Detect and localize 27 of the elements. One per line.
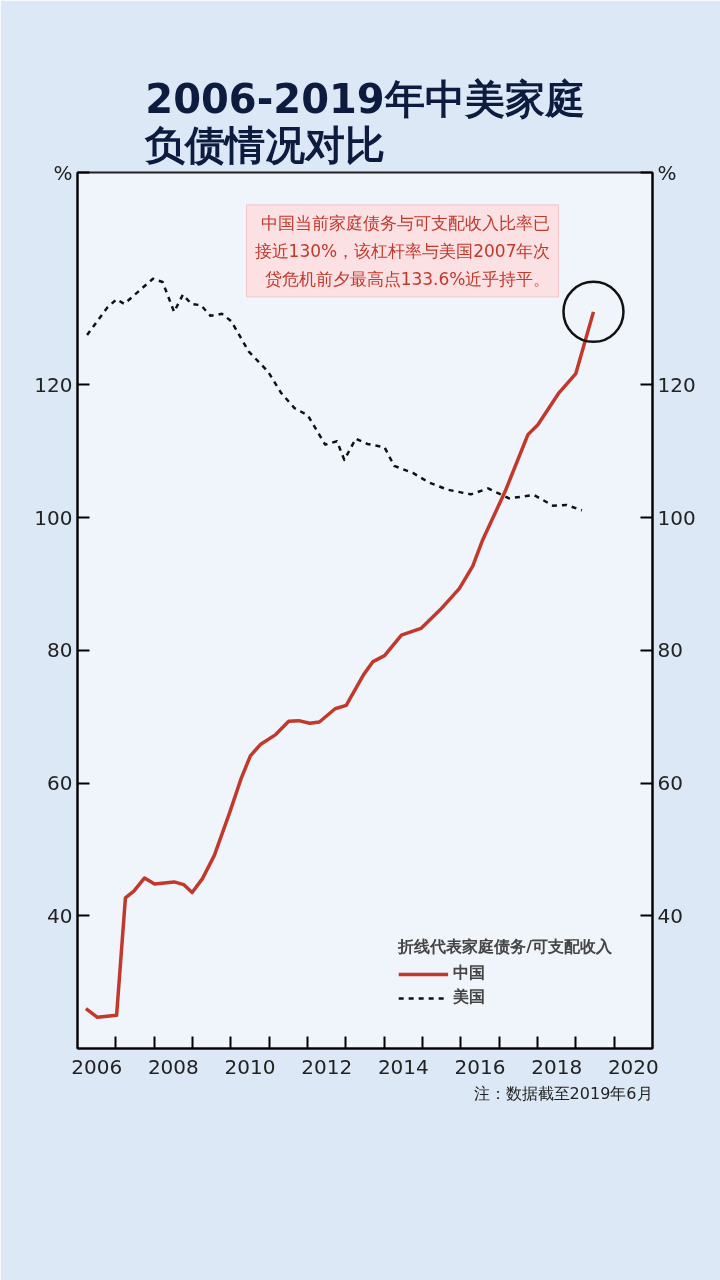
x-tick-label: 2014 [377, 1054, 429, 1079]
x-tick-label: 2008 [147, 1054, 199, 1079]
legend-title: 折线代表家庭债务/可支配收入 [398, 937, 612, 958]
x-tick-label: 2010 [224, 1054, 276, 1079]
y2-tick-label: 80 [657, 638, 683, 663]
y2-tick-label: 40 [657, 903, 683, 928]
text: 注：数据截至2019年6月 [473, 1083, 653, 1103]
chart-title: 2006-2019年中美家庭负债情况对比 [144, 75, 585, 168]
y-tick-label: 120 [34, 372, 73, 397]
legend-label: 中国 [453, 963, 486, 984]
y-tick-label: 80 [47, 638, 73, 663]
y2-tick-label: 120 [657, 372, 696, 397]
legend-label: 美国 [453, 987, 486, 1008]
y-tick-label: 100 [34, 505, 73, 530]
x-tick-label: 2006 [71, 1054, 123, 1079]
y2-tick-label: 60 [657, 771, 683, 796]
x-tick-label: 2018 [531, 1054, 583, 1079]
line-series [84, 310, 596, 1020]
annotation: 中国当前家庭债务与可支配收入比率已接近130%，该杠杆率与美国2007年次贷危机前夕最高点133.6%近乎持平。 [254, 212, 551, 289]
y-tick-label: 40 [47, 903, 73, 928]
y-axis-title: % [53, 160, 73, 185]
x-tick-label: 2012 [301, 1054, 353, 1079]
x-tick-label: 2020 [607, 1054, 659, 1079]
y2-tick-label: 100 [657, 505, 696, 530]
y2-axis-title: % [657, 160, 677, 185]
y-tick-label: 60 [47, 771, 73, 796]
x-tick-label: 2016 [454, 1054, 506, 1079]
